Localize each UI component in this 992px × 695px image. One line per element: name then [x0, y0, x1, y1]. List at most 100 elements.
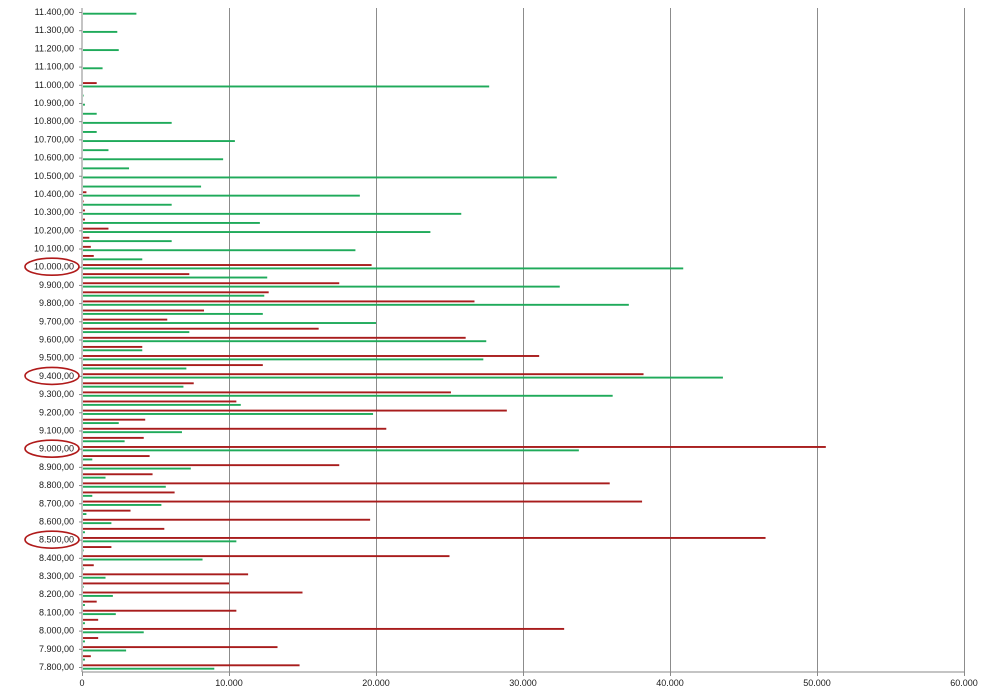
bar: [83, 249, 356, 252]
bar: [83, 358, 484, 361]
bar: [83, 558, 203, 561]
grid-lines: [229, 8, 965, 672]
bar: [83, 158, 224, 161]
bar: [83, 618, 99, 621]
bar: [83, 467, 191, 470]
bar: [83, 291, 269, 294]
bar: [83, 536, 766, 539]
y-tick-label: 9.400,00: [39, 371, 74, 381]
x-tick-label: 0: [79, 678, 84, 688]
bar: [83, 382, 194, 385]
bar: [83, 294, 265, 297]
y-tick-label: 9.900,00: [39, 280, 74, 290]
y-tick-label: 8.400,00: [39, 553, 74, 563]
bars: [83, 12, 826, 670]
bar: [83, 518, 371, 521]
bar: [83, 440, 125, 443]
bar: [83, 504, 162, 506]
label-highlights: [24, 257, 80, 549]
y-tick-label: 7.800,00: [39, 662, 74, 672]
y-tick-label: 9.700,00: [39, 316, 74, 326]
bar: [83, 327, 319, 330]
x-tick-label: 30.000: [509, 678, 537, 688]
bar: [83, 191, 87, 194]
bar: [83, 658, 85, 661]
y-tick-label: 8.100,00: [39, 607, 74, 617]
bar: [83, 546, 112, 548]
bar: [83, 309, 205, 312]
bar: [83, 513, 87, 515]
y-tick-label: 9.500,00: [39, 353, 74, 363]
x-tick-label: 10.000: [215, 678, 243, 688]
bar: [83, 194, 360, 197]
bar: [83, 209, 85, 212]
bar: [83, 567, 84, 570]
bar: [83, 627, 565, 630]
bar: [83, 485, 166, 488]
bar: [83, 376, 723, 379]
bar: [83, 403, 241, 406]
bar: [83, 12, 137, 15]
bar: [83, 30, 118, 33]
bar: [83, 491, 175, 494]
bar: [83, 613, 116, 616]
highlight-ellipse: [24, 366, 80, 386]
bar: [83, 667, 215, 670]
bar: [83, 131, 97, 133]
y-tick-label: 10.500,00: [34, 171, 74, 181]
bar: [83, 594, 113, 597]
bar: [83, 527, 165, 530]
bar: [83, 140, 235, 143]
bar: [83, 300, 475, 303]
bar: [83, 82, 97, 85]
bar: [83, 582, 229, 585]
bar: [83, 340, 487, 343]
bar: [83, 449, 579, 452]
y-tick-label: 8.200,00: [39, 589, 74, 599]
bar: [83, 473, 153, 476]
bar: [83, 121, 172, 124]
highlight-ellipse: [24, 257, 80, 277]
bar: [83, 427, 387, 430]
y-tick-label: 10.800,00: [34, 116, 74, 126]
bar: [83, 149, 109, 152]
bar: [83, 221, 260, 224]
y-tick-label: 10.300,00: [34, 207, 74, 217]
bar: [83, 522, 112, 525]
bar: [83, 500, 643, 503]
y-tick-label: 7.900,00: [39, 644, 74, 654]
bar: [83, 576, 106, 579]
bar: [83, 476, 106, 479]
bar: [83, 394, 613, 397]
bar: [83, 646, 278, 649]
bar: [83, 176, 557, 179]
bar: [83, 509, 131, 512]
bar: [83, 94, 84, 97]
bar: [83, 573, 249, 576]
bar: [83, 276, 268, 279]
y-tick-label: 9.100,00: [39, 425, 74, 435]
bar: [83, 640, 85, 643]
bar: [83, 227, 109, 230]
x-tick-label: 40.000: [656, 678, 684, 688]
bar: [83, 655, 91, 658]
y-tick-label: 10.000,00: [34, 262, 74, 272]
bar: [83, 400, 237, 403]
bar: [83, 185, 202, 188]
bar: [83, 373, 644, 376]
highlight-ellipse: [24, 439, 80, 458]
bar: [83, 494, 93, 497]
bar: [83, 331, 190, 334]
x-tick-label: 60.000: [950, 678, 978, 688]
bar: [83, 49, 119, 52]
x-tick-label: 20.000: [362, 678, 390, 688]
y-tick-label: 11.400,00: [35, 7, 74, 17]
bar: [83, 446, 826, 448]
bar: [83, 312, 263, 315]
bar: [83, 218, 85, 221]
bar: [83, 458, 93, 461]
y-tick-label: 8.600,00: [39, 516, 74, 526]
bar: [83, 604, 85, 606]
